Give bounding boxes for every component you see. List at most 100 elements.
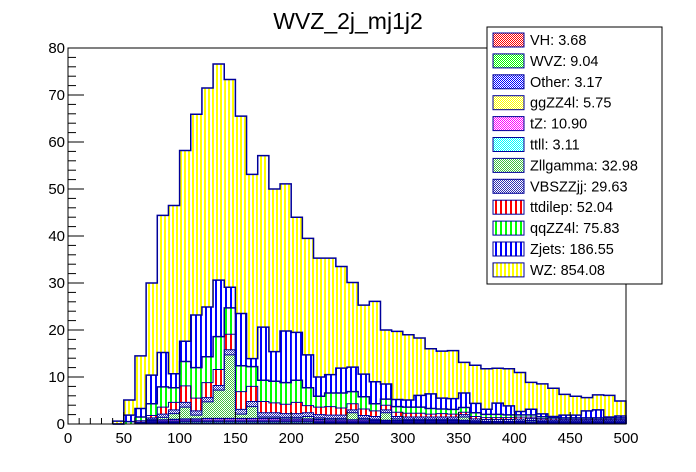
bar-vbszzjj-280 xyxy=(380,409,392,413)
bar-zjets-460 xyxy=(581,410,593,418)
bar-wz-170 xyxy=(257,155,269,328)
legend-swatch-tz xyxy=(492,116,525,132)
bar-wz-400 xyxy=(514,372,526,412)
bar-ttdilep-400 xyxy=(514,417,526,420)
bar-zllgamma-410 xyxy=(525,420,537,422)
bar-tz-250 xyxy=(347,420,359,422)
bar-zjets-320 xyxy=(425,393,437,409)
x-tick-label: 350 xyxy=(446,430,471,447)
bar-qqzz4l-50 xyxy=(123,421,135,424)
bar-wz-430 xyxy=(547,388,560,417)
bar-tz-160 xyxy=(246,418,258,421)
bar-tz-120 xyxy=(201,418,214,421)
bar-wvz-130 xyxy=(213,422,225,424)
bar-qqzz4l-410 xyxy=(525,414,537,418)
bar-tz-170 xyxy=(257,418,269,421)
bar-vbszzjj-460 xyxy=(581,420,593,422)
bar-wz-160 xyxy=(246,174,258,359)
bar-zjets-160 xyxy=(246,358,258,367)
legend-box xyxy=(486,26,663,285)
bar-qqzz4l-260 xyxy=(358,396,370,409)
bar-ttdilep-220 xyxy=(313,407,325,415)
x-tick-label: 400 xyxy=(502,430,527,447)
x-tick-label: 250 xyxy=(334,430,359,447)
bar-qqzz4l-80 xyxy=(157,386,169,408)
bar-vbszzjj-370 xyxy=(480,419,493,422)
bar-wz-40 xyxy=(112,421,124,424)
bar-wz-440 xyxy=(559,394,571,416)
bar-wz-390 xyxy=(503,368,515,406)
bar-zllgamma-130 xyxy=(213,390,225,419)
bar-ttdilep-70 xyxy=(146,415,158,418)
bar-wz-290 xyxy=(391,331,403,400)
bar-vbszzjj-350 xyxy=(458,414,470,417)
bar-tz-180 xyxy=(268,418,281,421)
legend-swatch-zllgamma xyxy=(492,157,525,173)
bar-ttdilep-60 xyxy=(134,420,147,423)
bar-tz-260 xyxy=(358,420,370,422)
bar-zjets-140 xyxy=(224,287,236,308)
outline-zjets xyxy=(112,279,627,425)
bar-wz-480 xyxy=(603,395,615,417)
bar-qqzz4l-140 xyxy=(224,307,236,335)
bar-ttdilep-120 xyxy=(201,382,214,398)
bar-ttdilep-290 xyxy=(391,412,403,417)
legend-label-qqzz4l: qqZZ4l: 75.83 xyxy=(530,221,619,237)
bar-zjets-370 xyxy=(480,409,493,415)
bar-qqzz4l-330 xyxy=(436,408,448,414)
bar-vbszzjj-90 xyxy=(168,409,180,414)
bar-qqzz4l-280 xyxy=(380,399,392,406)
y-tick-label: 70 xyxy=(48,87,65,104)
bar-zjets-50 xyxy=(123,415,135,422)
bar-qqzz4l-130 xyxy=(213,336,225,370)
bar-vbszzjj-450 xyxy=(570,420,582,422)
bar-qqzz4l-70 xyxy=(146,403,158,416)
bar-wz-340 xyxy=(447,350,459,399)
bar-vbszzjj-250 xyxy=(347,409,359,413)
bar-vbszzjj-440 xyxy=(559,420,571,422)
bar-ttdilep-420 xyxy=(536,418,548,421)
legend-label-ttll: ttll: 3.11 xyxy=(530,138,580,154)
bar-wz-350 xyxy=(458,362,470,393)
bar-vbszzjj-140 xyxy=(224,349,236,355)
bar-tz-130 xyxy=(213,418,225,421)
bar-zjets-70 xyxy=(146,375,158,404)
bar-wz-190 xyxy=(280,183,292,331)
bar-wz-150 xyxy=(235,116,247,314)
legend-label-ggzz4l: ggZZ4l: 5.75 xyxy=(530,96,611,112)
bar-wz-460 xyxy=(581,397,593,411)
bar-wz-200 xyxy=(291,217,303,333)
bar-zjets-130 xyxy=(213,280,225,337)
bar-wvz-170 xyxy=(257,422,269,424)
bar-wvz-120 xyxy=(201,422,214,424)
bar-zllgamma-80 xyxy=(157,417,169,420)
bar-ttdilep-160 xyxy=(246,386,258,402)
bar-vbszzjj-230 xyxy=(324,415,336,419)
bar-tz-90 xyxy=(168,419,180,422)
bar-vbszzjj-220 xyxy=(313,414,325,418)
bar-tz-140 xyxy=(224,418,236,421)
bar-ttdilep-180 xyxy=(268,402,281,413)
bar-qqzz4l-250 xyxy=(347,391,359,404)
bar-zjets-280 xyxy=(380,384,392,400)
bar-qqzz4l-380 xyxy=(492,414,504,418)
x-tick-label: 450 xyxy=(558,430,583,447)
bar-vbszzjj-180 xyxy=(268,412,281,417)
bar-qqzz4l-230 xyxy=(324,392,336,407)
bar-ttdilep-390 xyxy=(503,417,515,420)
bar-zllgamma-350 xyxy=(458,416,470,421)
bar-ttdilep-360 xyxy=(469,416,481,419)
bar-tz-240 xyxy=(335,420,347,422)
bar-wz-110 xyxy=(190,114,202,315)
bar-zllgamma-160 xyxy=(246,406,258,419)
bar-ttdilep-170 xyxy=(257,401,269,413)
bar-tz-230 xyxy=(324,420,336,422)
bar-qqzz4l-360 xyxy=(469,412,481,417)
legend: VH: 3.68 WVZ: 9.04 Other: 3.17 ggZZ4l: 5.75… xyxy=(486,26,663,285)
bar-ttdilep-270 xyxy=(369,410,381,417)
x-tick-label: 100 xyxy=(167,430,192,447)
bar-wz-130 xyxy=(213,63,225,281)
bar-wz-360 xyxy=(469,365,481,404)
histogram-bars xyxy=(112,63,626,424)
bar-qqzz4l-60 xyxy=(134,416,147,421)
